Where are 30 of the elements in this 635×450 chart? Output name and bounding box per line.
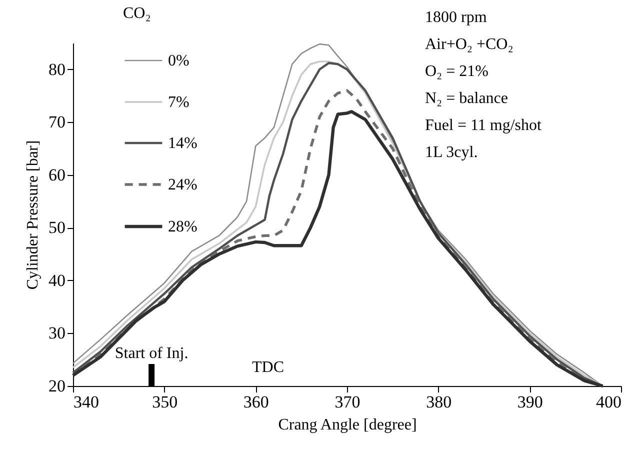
x-tick-label: 360 xyxy=(243,392,269,412)
legend-label: 28% xyxy=(168,218,198,236)
legend-label: 0% xyxy=(168,52,190,70)
y-tick-label: 80 xyxy=(48,60,66,79)
x-tick-label: 370 xyxy=(334,392,360,412)
legend-label: 7% xyxy=(168,94,190,111)
y-tick-label: 50 xyxy=(48,218,66,238)
x-tick-label: 400 xyxy=(596,392,622,412)
y-tick-label: 20 xyxy=(48,376,66,396)
y-tick-label: 40 xyxy=(48,270,66,290)
y-tick-label: 70 xyxy=(48,112,66,132)
annotation: Fuel = 11 mg/shot xyxy=(425,117,542,134)
annotation: Air+O₂ +CO₂ xyxy=(425,36,514,53)
annotation: O₂ = 21% xyxy=(425,63,488,80)
x-tick-label: 380 xyxy=(426,392,452,412)
y-tick-label: 60 xyxy=(48,165,66,184)
legend-title: CO₂ xyxy=(123,5,151,22)
annotation: N₂ = balance xyxy=(425,90,508,107)
text: 1800 rpm xyxy=(425,9,488,26)
annotation: 1L 3cyl. xyxy=(425,144,478,161)
x-axis-title: Crang Angle [degree] xyxy=(278,416,417,434)
annotation: TDC xyxy=(252,359,284,376)
legend-label: 14% xyxy=(168,135,198,152)
x-tick-label: 340 xyxy=(74,392,99,412)
y-axis-title: Cylinder Pressure [bar] xyxy=(24,140,42,290)
ref-line-label: Start of Inj. xyxy=(114,345,188,362)
y-tick-label: 30 xyxy=(48,324,66,343)
x-tick-label: 350 xyxy=(152,392,178,412)
x-tick-label: 390 xyxy=(517,392,543,412)
legend-label: 24% xyxy=(168,176,198,194)
